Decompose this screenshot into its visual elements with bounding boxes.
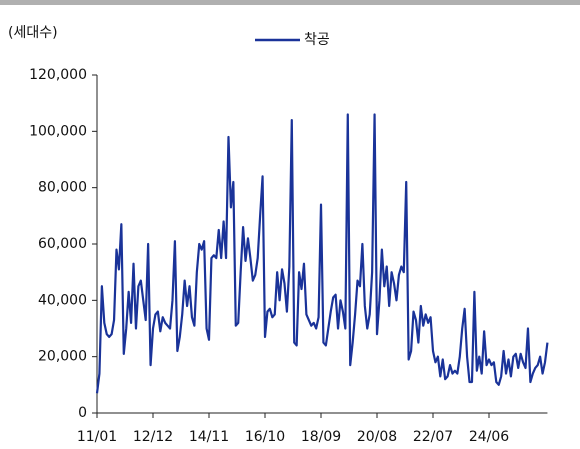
x-tick-label: 14/11: [189, 429, 229, 445]
y-tick-label: 60,000: [38, 236, 87, 252]
x-tick-label: 22/07: [413, 429, 453, 445]
y-tick-label: 20,000: [38, 349, 87, 365]
series-line: [95, 113, 549, 394]
y-axis-label: (세대수): [8, 25, 58, 41]
x-tick-label: 12/12: [133, 429, 173, 445]
legend-label: 착공: [304, 32, 330, 48]
x-tick-label: 24/06: [469, 429, 509, 445]
x-tick-label: 16/10: [245, 429, 285, 445]
x-tick-label: 11/01: [77, 429, 117, 445]
x-tick-label: 20/08: [357, 429, 397, 445]
y-tick-label: 120,000: [29, 67, 87, 83]
y-tick-label: 80,000: [38, 180, 87, 196]
y-tick-label: 0: [78, 405, 87, 421]
y-tick-label: 40,000: [38, 292, 87, 308]
y-tick-label: 100,000: [29, 123, 87, 139]
top-bar: [0, 0, 580, 5]
x-tick-label: 18/09: [301, 429, 341, 445]
